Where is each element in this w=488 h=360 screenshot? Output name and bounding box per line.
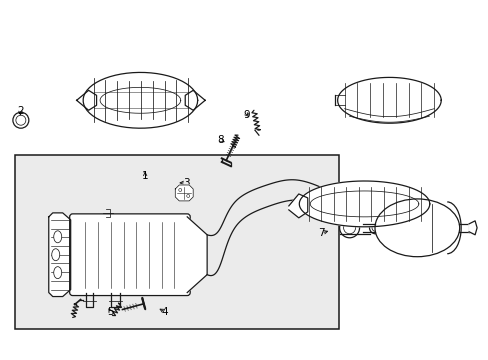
Text: 10: 10 xyxy=(101,91,114,101)
Text: 5: 5 xyxy=(107,307,114,317)
Polygon shape xyxy=(288,194,307,218)
Text: 4: 4 xyxy=(162,307,168,317)
Text: 8: 8 xyxy=(216,135,223,145)
Polygon shape xyxy=(175,185,193,201)
Text: 7: 7 xyxy=(318,228,324,238)
FancyBboxPatch shape xyxy=(69,214,190,296)
Text: 3: 3 xyxy=(183,178,189,188)
Polygon shape xyxy=(77,90,96,110)
Polygon shape xyxy=(185,90,205,110)
Polygon shape xyxy=(49,213,71,297)
Polygon shape xyxy=(468,221,476,235)
Text: 2: 2 xyxy=(17,106,24,116)
Bar xyxy=(15,155,338,329)
Text: 6: 6 xyxy=(408,239,415,249)
Text: 9: 9 xyxy=(243,110,250,120)
Ellipse shape xyxy=(52,249,60,261)
Ellipse shape xyxy=(374,199,459,257)
Polygon shape xyxy=(83,72,197,128)
Ellipse shape xyxy=(54,267,61,279)
Polygon shape xyxy=(299,181,429,227)
Text: 1: 1 xyxy=(142,171,148,181)
Ellipse shape xyxy=(54,231,61,243)
Text: 12: 12 xyxy=(421,90,434,100)
Polygon shape xyxy=(337,77,440,123)
Polygon shape xyxy=(187,217,207,293)
Text: 11: 11 xyxy=(413,201,427,211)
